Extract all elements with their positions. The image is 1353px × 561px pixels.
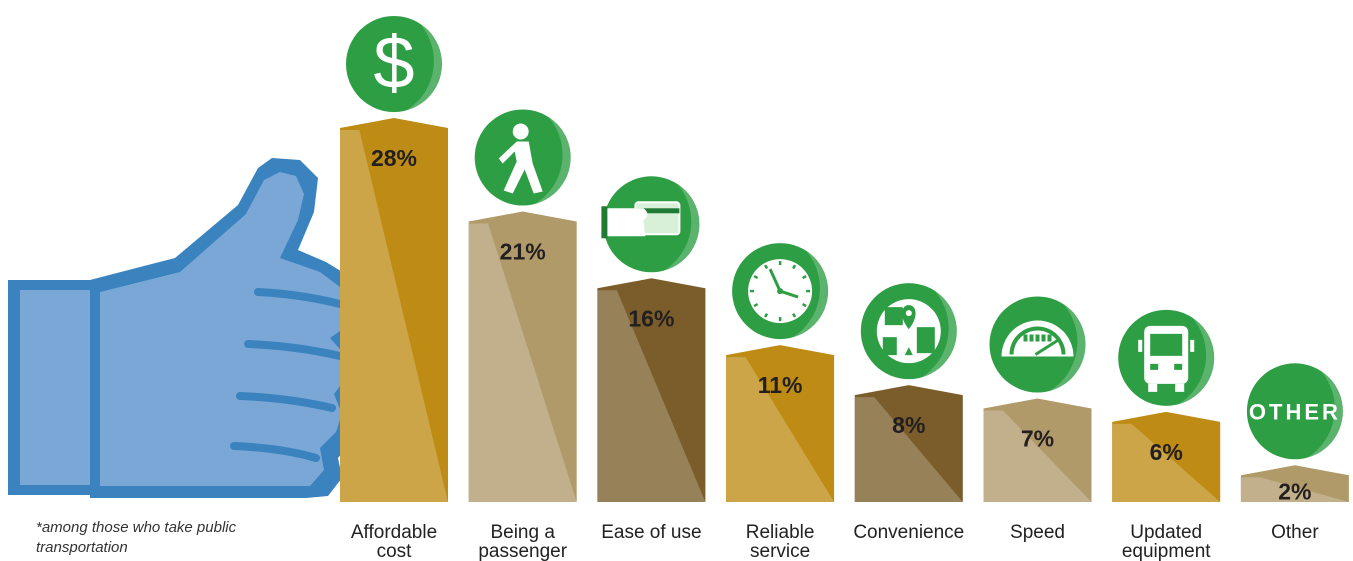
- bar-facet-4: [854, 397, 963, 502]
- bar-facet-0: [340, 130, 448, 502]
- bar-value-label-4: 8%: [892, 412, 925, 438]
- category-label-3: Reliable service: [746, 522, 815, 561]
- bar-value-label-6: 6%: [1150, 439, 1183, 465]
- other-badge-icon: OTHER: [1246, 363, 1343, 460]
- category-label-0: Affordable cost: [351, 522, 437, 561]
- bar-facet-6: [1112, 423, 1221, 502]
- dollar-icon: $: [346, 16, 442, 112]
- speedometer-icon: [989, 296, 1086, 393]
- other-badge-label: OTHER: [1249, 399, 1341, 424]
- bar-value-label-2: 16%: [628, 305, 674, 331]
- map-pin-icon: [860, 283, 957, 380]
- svg-text:$: $: [373, 21, 414, 104]
- bus-icon: [1118, 309, 1215, 406]
- pedestrian-icon: [474, 109, 571, 206]
- bar-facet-3: [726, 357, 835, 502]
- category-label-6: Updated equipment: [1122, 522, 1211, 561]
- bar-facet-7: [1240, 477, 1349, 502]
- bar-value-label-7: 2%: [1278, 478, 1311, 504]
- category-label-7: Other: [1271, 522, 1319, 543]
- footnote: *among those who take public transportat…: [36, 519, 237, 556]
- thumbs-up-icon: [8, 158, 372, 498]
- bar-facet-5: [983, 410, 1092, 502]
- bar-facet-2: [597, 290, 706, 502]
- clock-icon: [732, 243, 829, 340]
- category-label-2: Ease of use: [601, 522, 701, 543]
- card-icon: [601, 176, 700, 273]
- bar-value-label-3: 11%: [758, 372, 803, 398]
- category-label-1: Being a passenger: [478, 522, 567, 561]
- bar-value-label-5: 7%: [1021, 426, 1054, 452]
- bar-facet-1: [468, 223, 577, 502]
- category-label-5: Speed: [1010, 522, 1065, 543]
- category-label-4: Convenience: [853, 522, 964, 543]
- bar-value-label-0: 28%: [371, 145, 417, 171]
- bar-value-label-1: 21%: [500, 239, 546, 265]
